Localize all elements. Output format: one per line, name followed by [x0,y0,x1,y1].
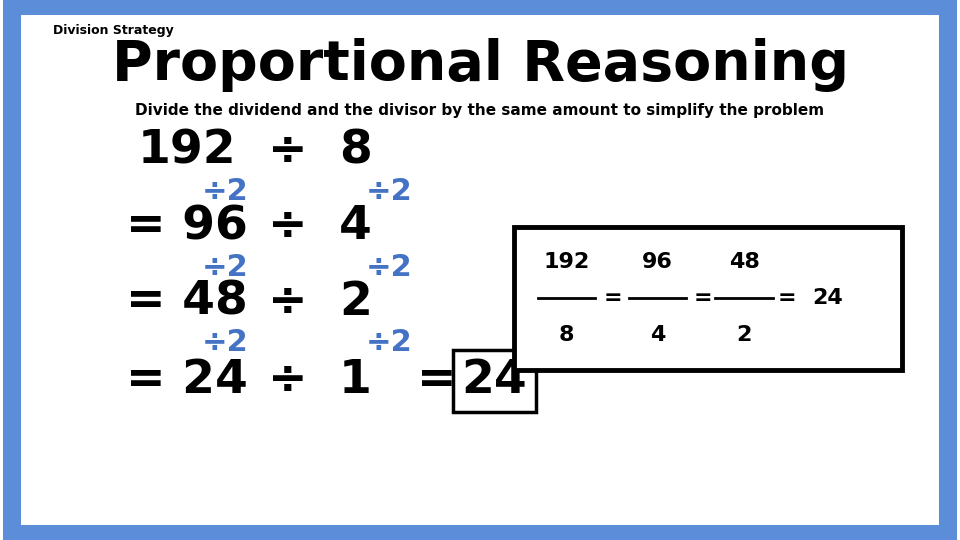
Text: = 96: = 96 [127,204,248,249]
Text: ÷2: ÷2 [366,253,412,282]
Text: 192: 192 [138,129,236,174]
Text: =: = [778,288,797,308]
Text: =: = [693,288,712,308]
Text: =: = [603,288,622,308]
FancyBboxPatch shape [514,227,902,370]
Text: Divide the dividend and the divisor by the same amount to simplify the problem: Divide the dividend and the divisor by t… [135,103,825,118]
Text: ÷: ÷ [268,358,308,403]
Text: 8: 8 [339,129,372,174]
Text: ÷2: ÷2 [203,177,249,206]
Text: = 24: = 24 [127,358,248,403]
Text: 24: 24 [462,358,527,403]
Text: ÷: ÷ [268,204,308,249]
Text: = 48: = 48 [127,280,248,325]
Text: ÷2: ÷2 [203,253,249,282]
Text: ÷: ÷ [268,129,308,174]
Text: 2: 2 [736,325,752,345]
Text: 1: 1 [339,358,372,403]
Text: Division Strategy: Division Strategy [53,24,174,37]
Text: =: = [417,358,457,403]
Text: 24: 24 [812,288,843,308]
Text: 4: 4 [650,325,665,345]
Text: ÷2: ÷2 [366,177,412,206]
Text: 96: 96 [642,252,673,272]
Text: 48: 48 [729,252,759,272]
Text: ÷2: ÷2 [203,328,249,357]
Text: 2: 2 [339,280,372,325]
FancyBboxPatch shape [12,6,948,534]
Text: ÷: ÷ [268,280,308,325]
Text: 4: 4 [339,204,372,249]
Text: 192: 192 [543,252,589,272]
Text: ÷2: ÷2 [366,328,412,357]
Text: Proportional Reasoning: Proportional Reasoning [111,38,849,92]
Text: 8: 8 [559,325,574,345]
